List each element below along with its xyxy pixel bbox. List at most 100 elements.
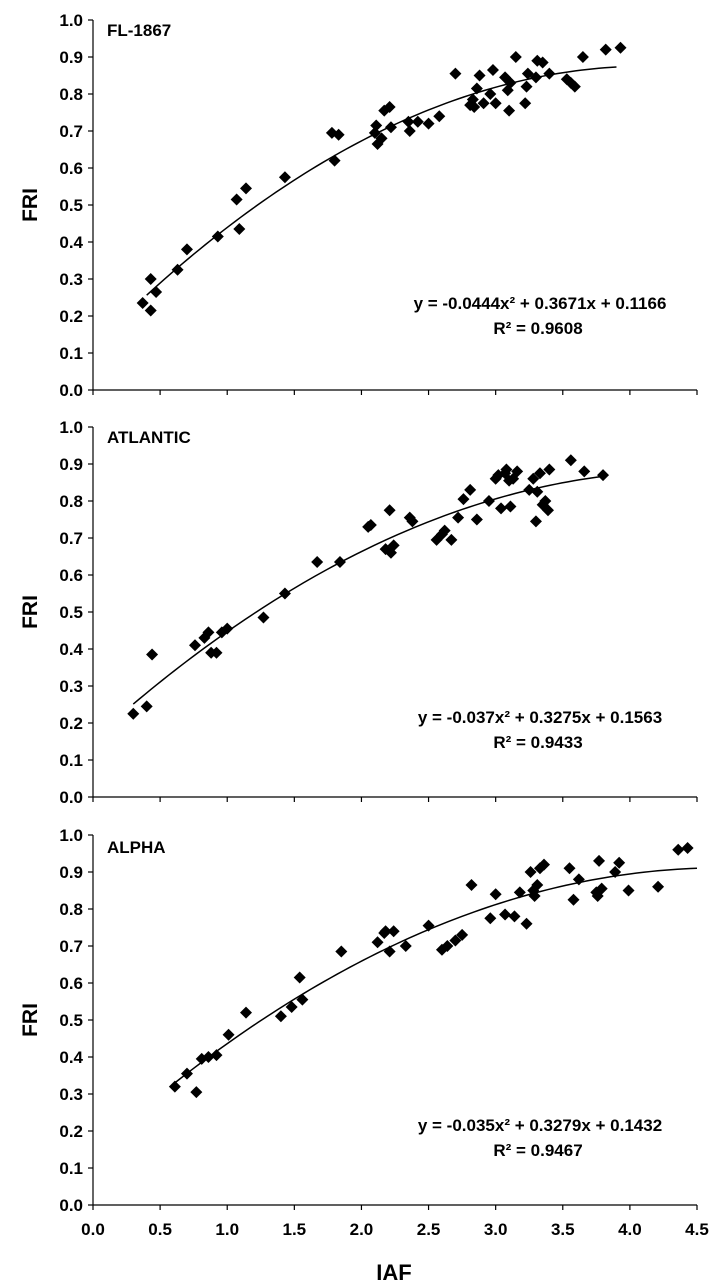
x-tick-label: 2.0	[350, 1220, 374, 1239]
y-tick-label: 0.1	[59, 344, 83, 363]
data-point	[189, 639, 202, 652]
data-point	[278, 587, 291, 600]
data-point	[379, 925, 392, 938]
data-point	[520, 80, 533, 93]
data-point	[387, 925, 400, 938]
r-squared-label: R² = 0.9433	[493, 733, 582, 752]
y-tick-label: 0.8	[59, 492, 83, 511]
data-point	[146, 648, 159, 661]
data-point	[311, 556, 324, 569]
r-squared-label: R² = 0.9467	[493, 1141, 582, 1160]
data-point	[456, 928, 469, 941]
data-point	[364, 519, 377, 532]
y-tick-label: 1.0	[59, 826, 83, 845]
data-point	[513, 886, 526, 899]
data-point	[144, 304, 157, 317]
data-point	[465, 878, 478, 891]
data-point	[180, 1067, 193, 1080]
data-point	[484, 88, 497, 100]
data-point	[222, 1028, 235, 1041]
data-point	[593, 854, 606, 867]
data-point	[399, 940, 412, 952]
panel-1: 0.0 0.1 0.2 0.3 0.4 0.5 0.6 0.7 0.8 0.9 1.0 FRI FL-1…	[19, 11, 698, 400]
data-point	[278, 171, 291, 184]
y-tick-label: 0.5	[59, 196, 83, 215]
data-point	[499, 908, 512, 921]
y-tick-label: 0.5	[59, 1011, 83, 1030]
data-point	[328, 154, 341, 167]
y-tick-label: 0.2	[59, 307, 83, 326]
data-point	[468, 100, 481, 113]
data-point	[433, 110, 446, 123]
panel-title: ALPHA	[107, 838, 166, 857]
y-axis-label: FRI	[19, 595, 42, 629]
panel-title: FL-1867	[107, 21, 171, 40]
y-tick-label: 0.7	[59, 529, 83, 548]
data-point	[202, 1051, 215, 1063]
data-point	[531, 485, 544, 498]
y-tick-label: 0.2	[59, 1122, 83, 1141]
data-point	[652, 880, 665, 893]
data-point	[221, 622, 234, 635]
data-point	[190, 1086, 203, 1099]
data-point	[210, 646, 223, 659]
data-point	[576, 51, 589, 63]
data-point	[470, 82, 483, 95]
data-point	[509, 51, 522, 63]
data-point	[470, 513, 483, 526]
data-point	[127, 707, 140, 720]
y-tick-label: 0.4	[59, 233, 83, 252]
data-point	[536, 56, 549, 69]
data-point	[503, 104, 516, 117]
data-point	[464, 483, 477, 496]
data-point	[528, 890, 541, 903]
y-tick-label: 0.5	[59, 603, 83, 622]
x-tick-label: 3.5	[551, 1220, 575, 1239]
data-point	[449, 67, 462, 80]
data-point	[527, 472, 540, 485]
data-point	[622, 884, 635, 897]
x-tick-label: 4.5	[685, 1220, 709, 1239]
regression-equation: y = -0.037x² + 0.3275x + 0.1563	[418, 708, 662, 727]
data-point	[466, 93, 479, 106]
data-point	[375, 132, 388, 145]
data-point	[519, 97, 532, 110]
y-tick-label: 0.7	[59, 937, 83, 956]
data-point	[402, 115, 415, 128]
data-point	[411, 115, 424, 128]
data-point	[495, 502, 508, 515]
data-point	[240, 182, 253, 195]
data-point	[537, 858, 550, 871]
y-tick-label: 0.0	[59, 381, 83, 400]
data-point	[533, 467, 546, 480]
y-tick-label: 1.0	[59, 418, 83, 437]
data-point	[568, 80, 581, 93]
data-point	[531, 878, 544, 891]
y-tick-label: 0.6	[59, 566, 83, 585]
trendline	[173, 867, 698, 1085]
data-point	[368, 126, 381, 139]
data-point	[211, 230, 224, 243]
data-point	[597, 469, 610, 482]
data-point	[422, 117, 435, 130]
data-point	[168, 1080, 181, 1093]
data-point	[230, 193, 243, 206]
data-point	[452, 511, 465, 524]
data-point	[500, 463, 513, 476]
data-point	[524, 866, 537, 878]
y-tick-label: 0.2	[59, 714, 83, 733]
data-point	[445, 533, 458, 546]
data-point	[504, 500, 517, 513]
y-tick-label: 0.0	[59, 1196, 83, 1215]
data-point	[387, 539, 400, 552]
data-point	[511, 465, 524, 478]
data-point	[257, 611, 270, 624]
data-point	[599, 43, 612, 56]
trendline	[132, 475, 604, 705]
r-squared-label: R² = 0.9608	[493, 319, 582, 338]
data-point	[543, 463, 556, 476]
data-point	[383, 100, 396, 113]
data-point	[371, 936, 384, 949]
data-point	[403, 125, 416, 137]
